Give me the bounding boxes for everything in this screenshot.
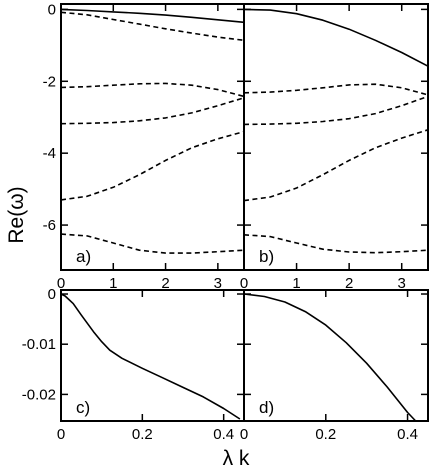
y-tick-label-c: 0 <box>48 286 56 303</box>
panels-group: 0 1 2 30-2-4-6a)0 1 2 3b)0 0.2 0.40-0.01-0.02c)0… <box>22 1 429 443</box>
series-line-a-3 <box>60 82 245 98</box>
x-tick-label-d: 0 <box>240 426 248 443</box>
y-tick-label-a: -4 <box>43 145 56 162</box>
panel-b: 0 1 2 3 b) <box>240 3 429 292</box>
series-line-c-1 <box>60 293 241 420</box>
x-tick-label-a: 1 <box>109 275 117 292</box>
series-line-a-1 <box>60 8 245 24</box>
x-tick-label-c: 0.2 <box>132 426 153 443</box>
panel-label-d: d) <box>259 398 274 417</box>
series-line-b-3 <box>243 95 429 126</box>
y-tick-label-a: -2 <box>43 73 56 90</box>
panel-a: 0 1 2 3 0 -2 -4 -6 a) <box>43 1 245 292</box>
y-tick-label-c: -0.02 <box>22 386 56 403</box>
series-line-a-2 <box>60 11 245 42</box>
series-line-a-4 <box>60 97 245 125</box>
x-tick-label-b: 0 <box>240 275 248 292</box>
y-tick-label-c: -0.01 <box>22 336 56 353</box>
plot-frame-a <box>60 3 245 271</box>
x-tick-label-b: 3 <box>398 275 406 292</box>
x-axis-title: λ k <box>223 447 250 469</box>
x-tick-label-c: 0.4 <box>213 426 234 443</box>
plot-frame-b <box>243 3 429 271</box>
series-line-b-4 <box>243 129 429 202</box>
y-tick-label-a: -6 <box>43 217 56 234</box>
panel-label-a: a) <box>76 247 91 266</box>
series-line-b-2 <box>243 83 429 96</box>
x-tick-label-c: 0 <box>57 426 65 443</box>
series-line-b-1 <box>243 8 429 67</box>
x-tick-label-a: 0 <box>57 275 65 292</box>
panel-label-c: c) <box>76 398 90 417</box>
y-tick-label-a: 0 <box>48 1 56 18</box>
panel-label-b: b) <box>259 247 274 266</box>
x-tick-label-d: 0.2 <box>315 426 336 443</box>
plot-frame-d <box>243 289 429 422</box>
series-line-a-6 <box>60 233 245 254</box>
x-tick-label-d: 0.4 <box>397 426 418 443</box>
x-tick-label-b: 2 <box>345 275 353 292</box>
x-tick-label-a: 3 <box>214 275 222 292</box>
x-tick-label-a: 2 <box>161 275 169 292</box>
panel-d: 0 0.2 0.4 d) <box>240 289 429 443</box>
y-axis-title: Re(ω) <box>5 186 28 243</box>
panel-c: 0 0.2 0.4 0 -0.01 -0.02 c) <box>22 286 245 443</box>
series-line-b-5 <box>243 234 429 254</box>
series-line-a-5 <box>60 130 245 201</box>
series-line-d-1 <box>243 293 417 422</box>
x-tick-label-b: 1 <box>292 275 300 292</box>
